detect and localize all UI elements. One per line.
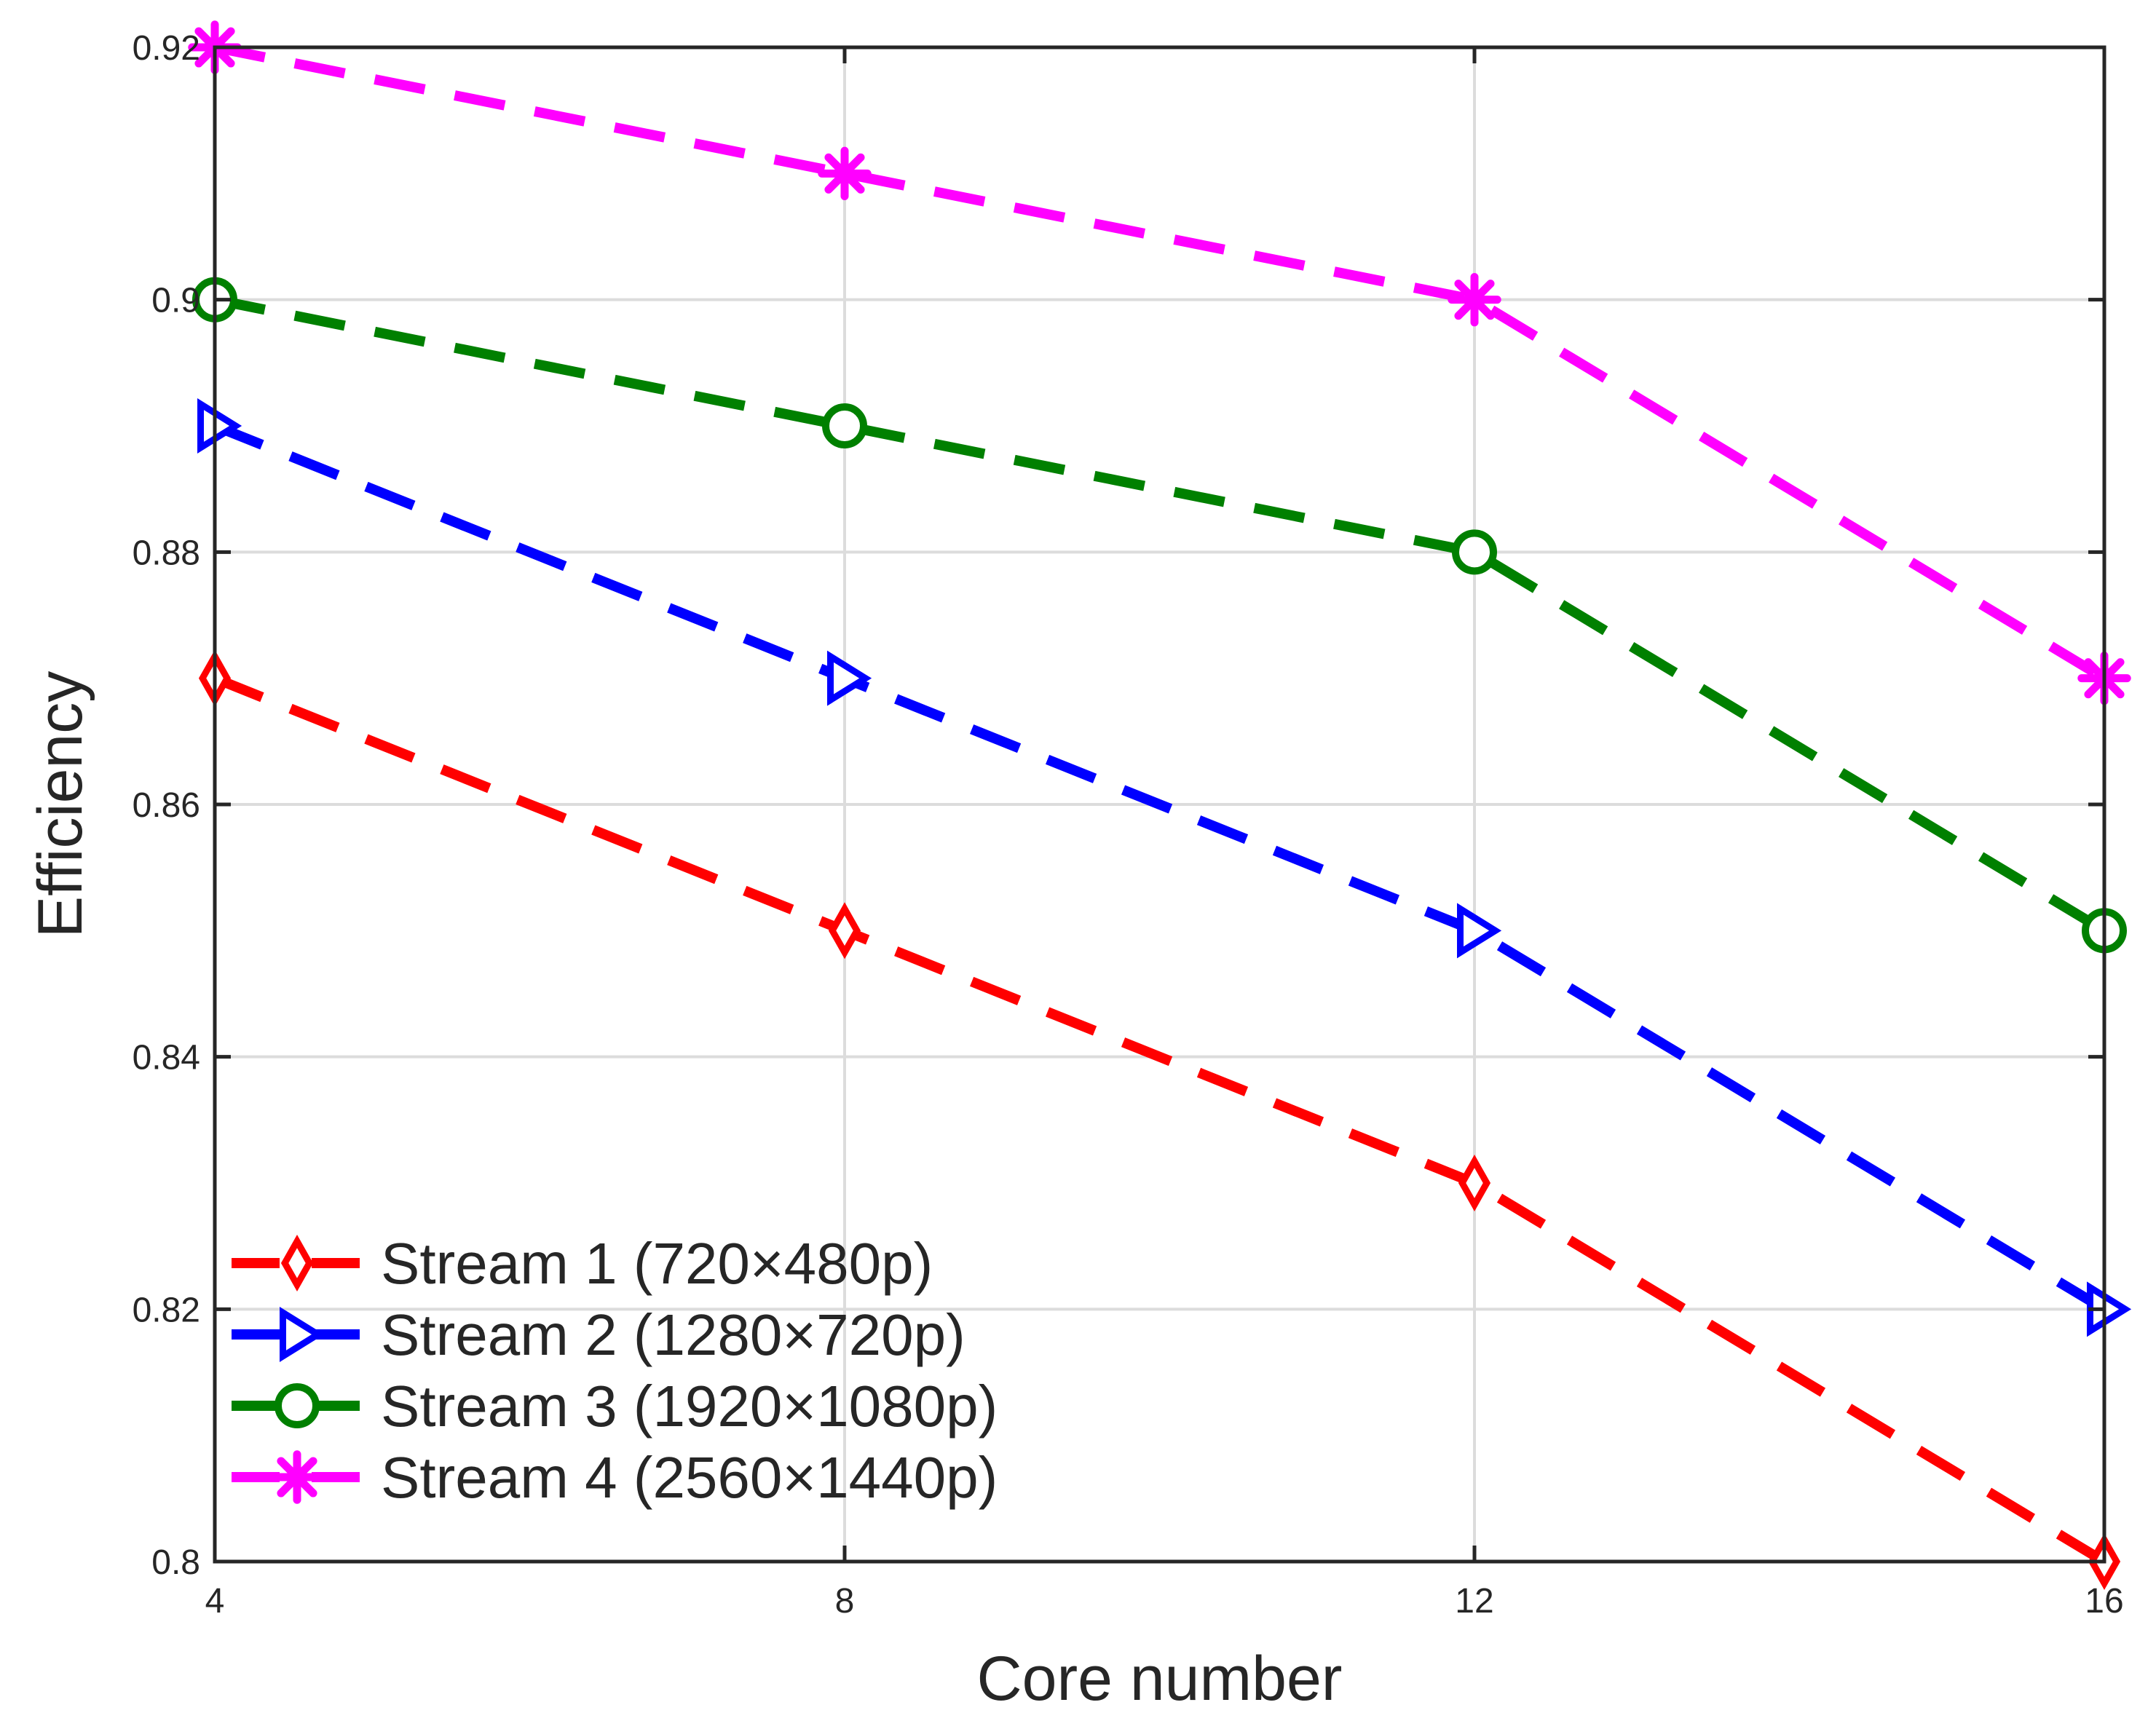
legend-label: Stream 2 (1280×720p) xyxy=(381,1302,966,1367)
data-point xyxy=(1457,903,1502,959)
series-line xyxy=(213,673,2107,1566)
legend-label: Stream 1 (720×480p) xyxy=(381,1231,933,1296)
legend-marker xyxy=(280,1234,314,1292)
legend: Stream 1 (720×480p)Stream 2 (1280×720p) S… xyxy=(232,1231,998,1510)
series-3 xyxy=(192,277,2127,954)
data-point xyxy=(1452,529,1497,575)
x-tick-label: 16 xyxy=(2085,1582,2123,1621)
legend-label: Stream 4 (2560×1440p) xyxy=(381,1445,998,1510)
legend-item: Stream 2 (1280×720p) xyxy=(232,1302,966,1367)
x-tick-label: 8 xyxy=(835,1582,855,1621)
axis-ticks: 4 8 12 16 0.8 0.82 0.84 0.86 0.88 0.9 0.92 xyxy=(133,29,2124,1621)
series-line xyxy=(213,294,2107,935)
legend-marker xyxy=(275,1383,320,1428)
y-tick-label: 0.88 xyxy=(133,534,200,572)
data-point xyxy=(197,398,242,454)
data-point xyxy=(818,146,872,201)
data-point xyxy=(828,902,861,960)
data-point xyxy=(822,403,867,448)
y-tick-label: 0.84 xyxy=(133,1039,200,1077)
x-axis-label: Core number xyxy=(977,1644,1343,1714)
x-tick-label: 12 xyxy=(1455,1582,1493,1621)
y-axis-label: Efficiency xyxy=(25,671,95,938)
series-lines xyxy=(188,20,2132,1591)
legend-label: Stream 3 (1920×1080p) xyxy=(381,1374,998,1439)
y-tick-label: 0.86 xyxy=(133,786,200,825)
legend-item: Stream 3 (1920×1080p) xyxy=(232,1374,998,1439)
x-tick-label: 4 xyxy=(205,1582,225,1621)
y-tick-label: 0.9 xyxy=(151,282,200,320)
legend-item: Stream 1 (720×480p) xyxy=(232,1231,933,1296)
legend-marker xyxy=(270,1450,324,1504)
data-point xyxy=(827,650,872,706)
legend-item: Stream 4 (2560×1440p) xyxy=(232,1445,998,1510)
data-point xyxy=(1448,272,1501,327)
y-tick-label: 0.92 xyxy=(133,29,200,68)
legend-marker xyxy=(280,1307,325,1362)
y-tick-label: 0.82 xyxy=(133,1291,200,1329)
data-point xyxy=(1458,1154,1491,1212)
series-line xyxy=(213,42,2107,683)
y-tick-label: 0.8 xyxy=(151,1543,200,1582)
series-line xyxy=(213,421,2107,1314)
